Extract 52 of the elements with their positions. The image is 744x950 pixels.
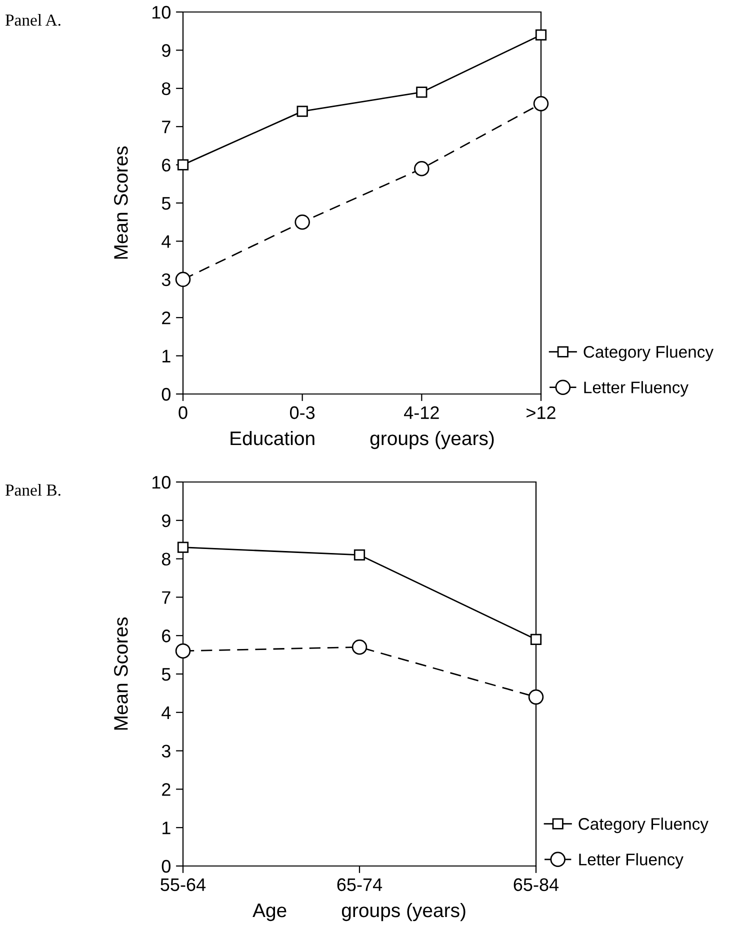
- x-axis-title: Age groups (years): [252, 902, 466, 922]
- y-tick-label: 7: [162, 120, 170, 134]
- x-tick-label: 65-84: [514, 878, 559, 892]
- y-tick-label: 8: [162, 82, 170, 96]
- y-tick-label: 2: [162, 312, 170, 324]
- y-tick-label: 0: [162, 860, 170, 873]
- y-tick-label: 8: [162, 552, 170, 566]
- text: Panel A.: [5, 14, 60, 26]
- legend-label: Category Fluency: [584, 346, 714, 362]
- y-tick-label: 6: [162, 630, 170, 642]
- point: [354, 549, 366, 561]
- y-axis-title: Mean Scores: [114, 146, 128, 259]
- y-tick-label: 10: [152, 476, 170, 489]
- legend-label: Category Fluency: [578, 818, 708, 834]
- y-tick-label: 3: [162, 744, 170, 758]
- y-tick-label: 0: [162, 388, 170, 401]
- point: [414, 160, 430, 176]
- y-tick-label: 10: [152, 6, 170, 19]
- legend-label: Letter Fluency: [584, 381, 688, 397]
- point: [530, 634, 542, 645]
- legend-label: Letter Fluency: [579, 853, 684, 869]
- point: [296, 106, 308, 117]
- y-tick-label: 1: [162, 350, 170, 362]
- x-tick-label: 55-64: [160, 878, 206, 892]
- point: [416, 86, 428, 98]
- y-tick-label: 4: [162, 706, 171, 719]
- x-tick-label: 4-12: [404, 406, 439, 419]
- x-axis-title: Education groups (years): [230, 430, 494, 450]
- point: [535, 29, 547, 40]
- y-tick-label: 5: [162, 668, 170, 681]
- y-tick-label: 9: [162, 514, 170, 528]
- point: [175, 272, 191, 288]
- point: [294, 214, 310, 230]
- text: Panel B.: [5, 484, 60, 496]
- y-tick-label: 6: [162, 158, 170, 172]
- y-axis-title: Mean Scores: [114, 617, 128, 730]
- y-tick-label: 5: [162, 197, 170, 210]
- x-tick-label: 0: [178, 406, 188, 420]
- point: [352, 639, 368, 655]
- point: [533, 96, 549, 112]
- y-tick-label: 2: [162, 783, 170, 796]
- point: [175, 643, 191, 659]
- x-tick-label: 0-3: [290, 406, 315, 420]
- y-tick-label: 1: [162, 822, 170, 834]
- x-tick-label: >12: [526, 406, 556, 419]
- y-tick-label: 3: [162, 273, 170, 286]
- x-tick-label: 65-74: [337, 878, 382, 892]
- point: [177, 542, 189, 553]
- y-tick-label: 4: [162, 235, 171, 248]
- y-tick-label: 9: [162, 44, 170, 57]
- y-tick-label: 7: [162, 591, 170, 604]
- point: [528, 689, 544, 705]
